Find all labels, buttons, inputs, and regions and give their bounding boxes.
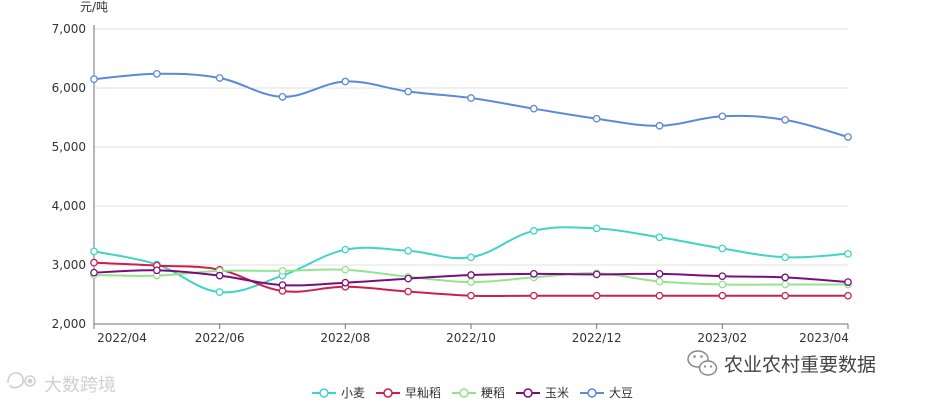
data-point[interactable]	[655, 291, 664, 300]
data-point[interactable]	[341, 245, 350, 254]
legend-item[interactable]: 大豆	[580, 386, 633, 400]
data-point[interactable]	[341, 265, 350, 274]
wechat-icon	[687, 350, 718, 376]
legend-label: 早籼稻	[405, 386, 441, 400]
legend-label: 玉米	[545, 386, 569, 400]
legend-swatch-marker	[523, 388, 533, 398]
data-point[interactable]	[655, 233, 664, 242]
data-point[interactable]	[90, 268, 98, 277]
x-tick-label: 2023/04	[799, 331, 849, 345]
data-point[interactable]	[781, 253, 790, 262]
x-tick-label: 2022/12	[572, 331, 622, 345]
data-point[interactable]	[341, 278, 350, 287]
data-point[interactable]	[152, 266, 161, 275]
data-point[interactable]	[341, 77, 350, 86]
legend-item[interactable]: 玉米	[516, 386, 569, 400]
data-point[interactable]	[278, 267, 287, 275]
data-point[interactable]	[592, 291, 601, 300]
data-point[interactable]	[529, 104, 538, 113]
data-point[interactable]	[215, 271, 224, 280]
data-point[interactable]	[467, 253, 475, 262]
legend-swatch-marker	[383, 388, 393, 398]
right-watermark-text: 农业农村重要数据	[724, 354, 876, 376]
data-point[interactable]	[90, 75, 98, 84]
data-point[interactable]	[404, 87, 413, 96]
data-point[interactable]	[718, 291, 727, 300]
data-point[interactable]	[467, 291, 475, 300]
data-point[interactable]	[152, 69, 161, 78]
data-point[interactable]	[655, 121, 664, 130]
data-point[interactable]	[215, 288, 224, 296]
legend-label: 小麦	[341, 386, 365, 400]
series-3	[90, 266, 852, 289]
data-point[interactable]	[467, 278, 475, 286]
legend-swatch-marker	[319, 388, 329, 398]
y-axis-unit-label: 元/吨	[80, 0, 108, 14]
y-tick-label: 5,000	[52, 140, 86, 154]
x-tick-label: 2022/06	[195, 331, 245, 345]
legend-item[interactable]: 小麦	[312, 386, 365, 400]
data-point[interactable]	[655, 277, 664, 286]
x-tick-label: 2022/10	[446, 331, 496, 345]
data-point[interactable]	[467, 94, 475, 102]
x-tick-label: 2023/02	[697, 331, 747, 345]
legend[interactable]: 小麦 早籼稻 粳稻 玉米 大豆	[312, 386, 633, 400]
data-point[interactable]	[592, 114, 601, 123]
legend-item[interactable]: 粳稻	[452, 386, 505, 400]
legend-swatch-marker	[459, 388, 469, 398]
data-point[interactable]	[529, 226, 538, 235]
data-point[interactable]	[467, 271, 475, 279]
series-layer	[90, 69, 852, 300]
data-point[interactable]	[781, 116, 790, 124]
data-point[interactable]	[718, 244, 727, 253]
data-point[interactable]	[655, 269, 664, 278]
data-point[interactable]	[529, 269, 538, 278]
data-point[interactable]	[215, 74, 224, 82]
brand-logo-icon	[7, 372, 36, 389]
y-tick-label: 6,000	[52, 81, 86, 95]
data-point[interactable]	[404, 287, 413, 296]
y-tick-label: 4,000	[52, 199, 86, 213]
left-watermark: 大数跨境	[7, 372, 116, 396]
data-point[interactable]	[844, 249, 852, 258]
data-point[interactable]	[90, 258, 98, 267]
data-point[interactable]	[844, 278, 852, 286]
data-point[interactable]	[592, 224, 601, 233]
data-point[interactable]	[718, 272, 727, 281]
data-point[interactable]	[592, 270, 601, 279]
legend-item[interactable]: 早籼稻	[376, 386, 441, 400]
y-tick-label: 3,000	[52, 258, 86, 272]
x-tick-label: 2022/08	[320, 331, 370, 345]
data-point[interactable]	[404, 246, 413, 255]
data-point[interactable]	[781, 280, 790, 289]
series-line	[93, 72, 849, 138]
data-point[interactable]	[90, 247, 98, 256]
data-point[interactable]	[404, 274, 413, 283]
data-point[interactable]	[718, 112, 727, 121]
y-tick-label: 2,000	[52, 317, 86, 331]
axes: 2,000 3,000 4,000 5,000 6,000 7,000 元/吨 2022/04…	[52, 0, 849, 345]
data-point[interactable]	[844, 133, 852, 141]
y-tick-label: 7,000	[52, 22, 86, 36]
data-point[interactable]	[844, 291, 852, 300]
legend-label: 大豆	[609, 386, 633, 400]
legend-swatch-marker	[587, 388, 597, 398]
data-point[interactable]	[781, 291, 790, 300]
x-tick-label: 2022/04	[97, 331, 147, 345]
grid-lines	[94, 28, 848, 266]
data-point[interactable]	[718, 280, 727, 289]
legend-label: 粳稻	[481, 386, 505, 400]
data-point[interactable]	[278, 281, 287, 289]
left-watermark-text: 大数跨境	[44, 375, 116, 396]
data-point[interactable]	[529, 291, 538, 300]
right-watermark: 农业农村重要数据	[687, 350, 876, 376]
data-point[interactable]	[781, 273, 790, 282]
series-4	[90, 69, 852, 141]
data-point[interactable]	[278, 93, 287, 101]
